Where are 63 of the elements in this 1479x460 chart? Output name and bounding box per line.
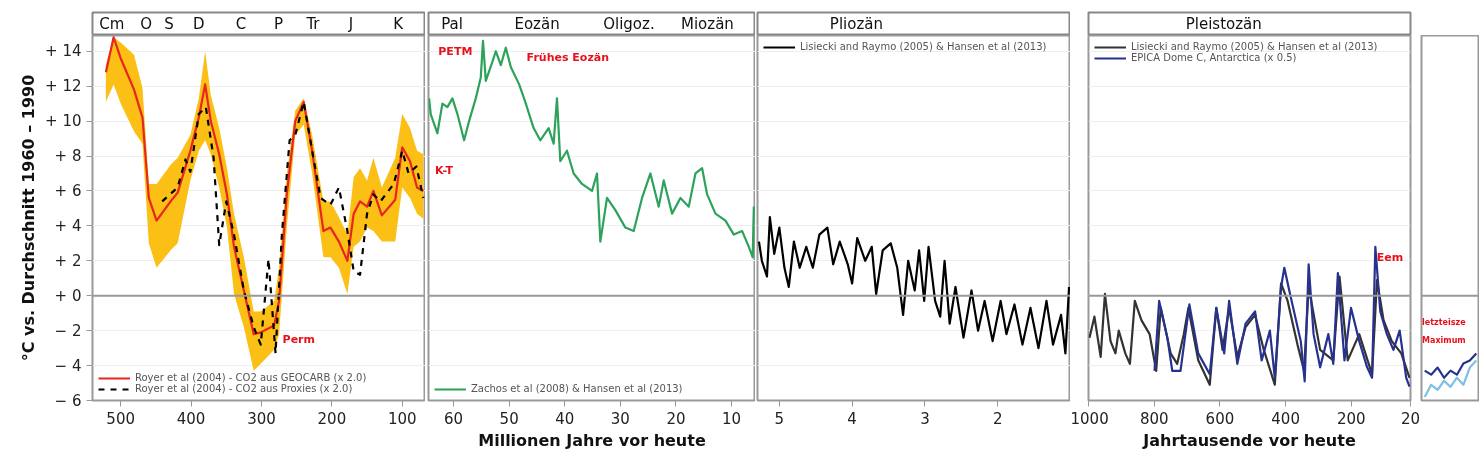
text: Pliozän: [829, 15, 883, 33]
x-tick-label: 20: [1400, 409, 1421, 428]
y-tick-label: + 4: [54, 216, 82, 235]
annotation: Perm: [282, 332, 316, 346]
x-tick-label: 4: [847, 409, 857, 428]
text: J: [347, 15, 354, 33]
x-tick-label: 2: [992, 409, 1003, 428]
text: S: [164, 15, 174, 33]
annotation: letzteisze: [1422, 317, 1467, 327]
annotation: K-T: [435, 164, 454, 178]
text: Miozän: [681, 15, 734, 33]
x-tick-label: 1000: [1070, 409, 1109, 428]
y-tick-label: + 6: [54, 181, 82, 200]
annotation: PETM: [438, 45, 473, 59]
y-tick-label: + 12: [45, 77, 82, 96]
y-axis-title: °C vs. Durchschnitt 1960 – 1990: [19, 74, 39, 362]
annotation: Maximum: [1422, 335, 1466, 345]
legend-label: EPICA Dome C, Antarctica (x 0.5): [1131, 52, 1297, 63]
text: Pal: [441, 15, 463, 33]
y-tick-label: + 10: [45, 112, 82, 131]
x-tick-label: 60: [443, 409, 464, 428]
y-tick-label: + 2: [54, 251, 82, 270]
annotation: Frühes Eozän: [526, 50, 610, 64]
text: D: [192, 15, 205, 33]
x-tick-label: 500: [106, 409, 135, 428]
x-tick-label: 600: [1205, 409, 1235, 428]
x-tick-label: 300: [247, 409, 276, 428]
text: Eozän: [514, 15, 560, 33]
x-tick-label: 100: [387, 409, 417, 428]
text: C: [235, 15, 247, 33]
text: O: [140, 15, 153, 33]
legend-label: Royer et al (2004) - CO2 aus Proxies (x 2.0): [135, 383, 353, 394]
text: K: [393, 15, 405, 33]
legend-label: Royer et al (2004) - CO2 aus GEOCARB (x 2.0): [135, 372, 367, 383]
legend-label: Lisiecki and Raymo (2005) & Hansen et al (2013): [1131, 41, 1378, 52]
x-tick-label: 5: [774, 409, 785, 428]
text: P: [274, 15, 284, 33]
text: Pleistozän: [1185, 15, 1262, 33]
annotation: Eem: [1376, 250, 1404, 264]
text: Oligoz.: [603, 15, 655, 33]
y-tick-label: + 14: [45, 42, 82, 61]
x-tick-label: 3: [920, 409, 930, 428]
x-tick-label: 200: [317, 409, 347, 428]
x-tick-label: 50: [499, 409, 519, 428]
text: Tr: [305, 15, 321, 33]
x-tick-label: 10: [722, 409, 742, 428]
text: Cm: [99, 15, 125, 33]
legend-label: Zachos et al (2008) & Hansen et al (2013): [471, 383, 683, 394]
legend-label: Lisiecki and Raymo (2005) & Hansen et al (2013): [800, 41, 1047, 52]
y-tick-label: − 4: [54, 356, 82, 375]
y-tick-label: − 6: [54, 391, 82, 410]
x-tick-label: 200: [1337, 409, 1366, 428]
x-axis-title: Millionen Jahre vor heute: [478, 430, 706, 450]
y-tick-label: + 0: [54, 286, 82, 305]
x-tick-label: 30: [610, 409, 630, 428]
y-tick-label: + 8: [54, 147, 82, 165]
x-tick-label: 400: [176, 409, 206, 428]
x-axis-title: Jahrtausende vor heute: [1142, 430, 1356, 450]
x-tick-label: 20: [666, 409, 686, 428]
x-tick-label: 800: [1139, 409, 1169, 428]
y-tick-label: − 2: [54, 321, 82, 340]
x-tick-label: 40: [555, 409, 575, 428]
x-tick-label: 400: [1271, 409, 1300, 428]
